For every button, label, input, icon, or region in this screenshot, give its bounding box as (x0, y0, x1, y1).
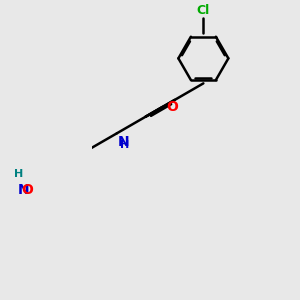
Text: H: H (120, 140, 129, 150)
Text: H: H (14, 169, 23, 179)
Text: O: O (166, 100, 178, 114)
Text: N: N (118, 135, 130, 149)
Text: O: O (22, 183, 33, 197)
Text: N: N (18, 183, 30, 197)
Text: Cl: Cl (197, 4, 210, 17)
